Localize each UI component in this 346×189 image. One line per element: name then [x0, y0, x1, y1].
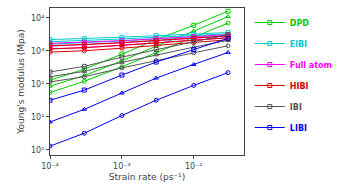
- svg-text:10⁻³: 10⁻³: [113, 162, 131, 171]
- svg-text:DPD: DPD: [290, 19, 310, 28]
- svg-text:10⁻⁴: 10⁻⁴: [41, 162, 59, 171]
- svg-text:10⁻²: 10⁻²: [185, 162, 203, 171]
- svg-text:LIBI: LIBI: [290, 124, 307, 133]
- svg-text:ElBI: ElBI: [290, 40, 307, 49]
- svg-text:10⁴: 10⁴: [31, 14, 44, 23]
- svg-text:10⁰: 10⁰: [31, 146, 44, 155]
- svg-text:10¹: 10¹: [31, 113, 44, 122]
- svg-text:HIBI: HIBI: [290, 82, 309, 91]
- svg-text:Full atom: Full atom: [290, 61, 332, 70]
- svg-text:IBI: IBI: [290, 103, 302, 112]
- svg-text:Young's modulus (Mpa): Young's modulus (Mpa): [16, 29, 26, 134]
- svg-text:10³: 10³: [31, 47, 44, 56]
- svg-text:Strain rate (ps⁻¹): Strain rate (ps⁻¹): [109, 172, 185, 182]
- svg-text:10²: 10²: [31, 80, 44, 89]
